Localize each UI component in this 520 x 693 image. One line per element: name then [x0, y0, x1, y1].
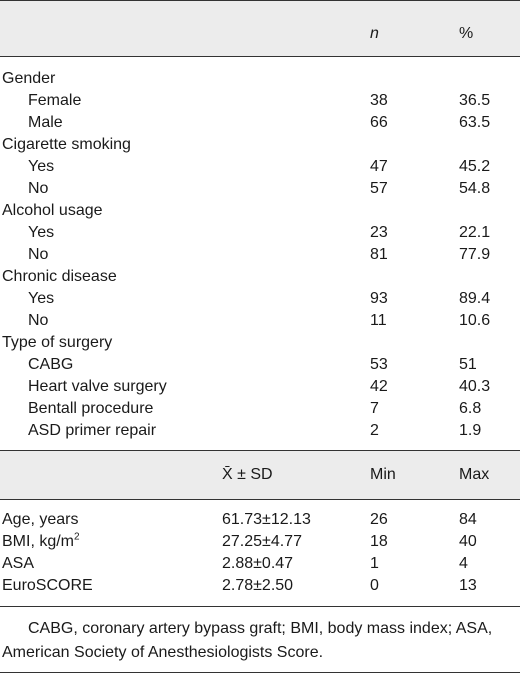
- row-label-main: BMI, kg/m: [2, 533, 75, 550]
- row-percent: 1.9: [459, 422, 482, 439]
- row-percent: 6.8: [459, 400, 482, 417]
- group-title-row: Gender: [0, 68, 520, 90]
- row-min: 18: [370, 533, 388, 550]
- row-n: 23: [370, 224, 388, 241]
- table-row: ASD primer repair 2 1.9: [0, 420, 520, 442]
- row-label: Yes: [28, 290, 55, 307]
- row-max: 84: [459, 511, 477, 528]
- header-rule: [0, 56, 520, 57]
- row-label-superscript: 2: [74, 531, 80, 543]
- row-max: 4: [459, 555, 468, 572]
- table-row: No 81 77.9: [0, 244, 520, 266]
- row-max: 40: [459, 533, 477, 550]
- row-label: ASA: [2, 555, 35, 572]
- row-percent: 77.9: [459, 246, 491, 263]
- header-min: Min: [370, 466, 396, 483]
- section-rule: [0, 450, 520, 451]
- table-row: No 11 10.6: [0, 310, 520, 332]
- row-label: Heart valve surgery: [28, 378, 167, 395]
- group-title: Type of surgery: [2, 334, 113, 351]
- table-row: CABG 53 51: [0, 354, 520, 376]
- table-row: EuroSCORE 2.78±2.50 0 13: [0, 575, 520, 597]
- top-rule: [0, 0, 520, 1]
- row-mean-sd: 2.78±2.50: [222, 577, 294, 594]
- row-min: 26: [370, 511, 388, 528]
- row-n: 38: [370, 92, 388, 109]
- bottom-table-rule: [0, 606, 520, 607]
- table-row: Yes 47 45.2: [0, 156, 520, 178]
- table-row: Yes 23 22.1: [0, 222, 520, 244]
- row-label: Male: [28, 114, 63, 131]
- group-title-row: Alcohol usage: [0, 200, 520, 222]
- row-label: Age, years: [2, 511, 79, 528]
- row-n: 7: [370, 400, 379, 417]
- row-label: BMI, kg/m2: [2, 531, 80, 553]
- row-label: Yes: [28, 224, 55, 241]
- row-mean-sd: 2.88±0.47: [222, 555, 294, 572]
- table-row: BMI, kg/m2 27.25±4.77 18 40: [0, 531, 520, 553]
- table-row: Heart valve surgery 42 40.3: [0, 376, 520, 398]
- header-rule: [0, 499, 520, 500]
- table1-header-band: [0, 0, 520, 56]
- row-label: No: [28, 312, 49, 329]
- header-mean-sd: X̄ ± SD: [222, 466, 273, 483]
- row-min: 1: [370, 555, 379, 572]
- group-title-row: Type of surgery: [0, 332, 520, 354]
- row-percent: 40.3: [459, 378, 491, 395]
- table2-header-row: X̄ ± SD Min Max: [0, 464, 520, 486]
- row-percent: 10.6: [459, 312, 491, 329]
- group-title: Alcohol usage: [2, 202, 103, 219]
- row-n: 57: [370, 180, 388, 197]
- row-mean-sd: 27.25±4.77: [222, 533, 302, 550]
- footnote-rule: [0, 672, 520, 673]
- table-row: Male 66 63.5: [0, 112, 520, 134]
- row-percent: 63.5: [459, 114, 491, 131]
- row-n: 93: [370, 290, 388, 307]
- table-row: Female 38 36.5: [0, 90, 520, 112]
- table-row: Bentall procedure 7 6.8: [0, 398, 520, 420]
- row-label: Female: [28, 92, 82, 109]
- table-row: No 57 54.8: [0, 178, 520, 200]
- table-row: ASA 2.88±0.47 1 4: [0, 553, 520, 575]
- row-n: 2: [370, 422, 379, 439]
- header-percent: %: [459, 25, 474, 42]
- group-title: Gender: [2, 70, 56, 87]
- row-percent: 54.8: [459, 180, 491, 197]
- row-max: 13: [459, 577, 477, 594]
- row-n: 47: [370, 158, 388, 175]
- row-percent: 45.2: [459, 158, 491, 175]
- row-n: 66: [370, 114, 388, 131]
- footnote-text: CABG, coronary artery bypass graft; BMI,…: [2, 620, 493, 661]
- header-max: Max: [459, 466, 490, 483]
- row-label: No: [28, 246, 49, 263]
- group-title-row: Cigarette smoking: [0, 134, 520, 156]
- row-label: Bentall procedure: [28, 400, 154, 417]
- row-n: 81: [370, 246, 388, 263]
- table1-header-row: n %: [0, 23, 520, 45]
- row-n: 11: [370, 312, 387, 329]
- table2-header-band: [0, 451, 520, 499]
- group-title: Chronic disease: [2, 268, 117, 285]
- group-title-row: Chronic disease: [0, 266, 520, 288]
- row-label: ASD primer repair: [28, 422, 157, 439]
- row-label: No: [28, 180, 49, 197]
- row-label: Yes: [28, 158, 55, 175]
- table-row: Age, years 61.73±12.13 26 84: [0, 509, 520, 531]
- row-mean-sd: 61.73±12.13: [222, 511, 311, 528]
- group-title: Cigarette smoking: [2, 136, 131, 153]
- row-percent: 22.1: [459, 224, 491, 241]
- row-n: 53: [370, 356, 388, 373]
- row-percent: 89.4: [459, 290, 491, 307]
- row-percent: 36.5: [459, 92, 491, 109]
- row-label: CABG: [28, 356, 74, 373]
- table-footnote: CABG, coronary artery bypass graft; BMI,…: [2, 617, 518, 665]
- row-n: 42: [370, 378, 388, 395]
- header-n: n: [370, 25, 379, 42]
- row-label: EuroSCORE: [2, 577, 93, 594]
- table-row: Yes 93 89.4: [0, 288, 520, 310]
- row-percent: 51: [459, 356, 477, 373]
- row-min: 0: [370, 577, 379, 594]
